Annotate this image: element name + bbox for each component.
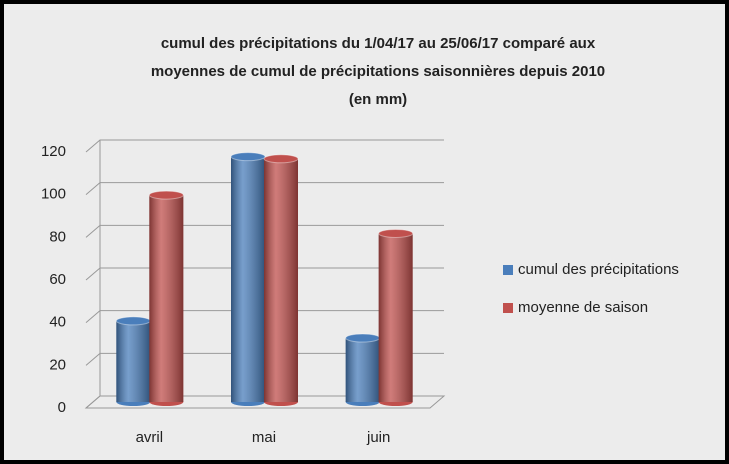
bar bbox=[263, 154, 299, 406]
bar bbox=[230, 152, 266, 406]
bar bbox=[345, 333, 381, 406]
legend-label: moyenne de saison bbox=[518, 299, 648, 316]
x-tick-label: avril bbox=[136, 429, 164, 446]
bar bbox=[148, 190, 184, 406]
y-tick-label: 120 bbox=[41, 143, 66, 160]
grid-line bbox=[85, 224, 444, 238]
grid-line bbox=[85, 310, 444, 324]
y-tick-label: 20 bbox=[49, 356, 66, 373]
y-tick-label: 80 bbox=[49, 228, 66, 245]
grid-line bbox=[85, 139, 444, 153]
grid-line bbox=[85, 182, 444, 196]
chart-title: cumul des précipitations du 1/04/17 au 2… bbox=[161, 35, 596, 52]
grid-line bbox=[85, 395, 444, 409]
bar bbox=[115, 316, 151, 406]
y-tick-label: 100 bbox=[41, 186, 66, 203]
legend-swatch bbox=[503, 303, 513, 313]
chart-title: moyennes de cumul de précipitations sais… bbox=[151, 63, 605, 80]
legend-swatch bbox=[503, 265, 513, 275]
chart-title: (en mm) bbox=[349, 91, 407, 108]
y-tick-label: 60 bbox=[49, 271, 66, 288]
x-tick-label: juin bbox=[366, 429, 390, 446]
legend-label: cumul des précipitations bbox=[518, 261, 679, 278]
x-tick-label: mai bbox=[252, 429, 276, 446]
bar bbox=[378, 228, 414, 406]
grid-line bbox=[85, 267, 444, 281]
grid-line bbox=[85, 352, 444, 366]
y-tick-label: 0 bbox=[58, 399, 66, 416]
y-tick-label: 40 bbox=[49, 314, 66, 331]
